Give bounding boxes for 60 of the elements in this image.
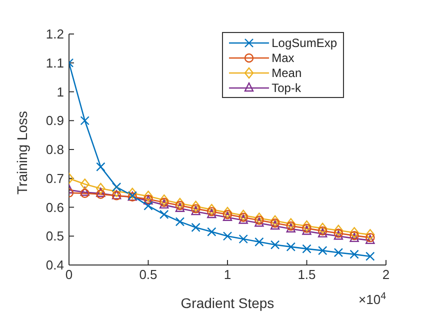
x-tick-label: 0.5 xyxy=(139,267,158,282)
y-tick-label: 1 xyxy=(56,84,64,100)
point xyxy=(80,178,90,190)
point xyxy=(334,224,344,236)
point xyxy=(238,210,248,221)
x-tick-label: 1 xyxy=(224,267,232,282)
point xyxy=(175,217,185,226)
x-axis-title: Gradient Steps xyxy=(180,295,274,311)
y-tick-label: 0.9 xyxy=(46,113,64,128)
point xyxy=(270,240,280,250)
point xyxy=(366,229,375,240)
point xyxy=(350,250,359,259)
legend-label: LogSumExp xyxy=(272,36,337,50)
point xyxy=(302,220,312,232)
point xyxy=(318,222,328,234)
point xyxy=(222,232,232,241)
point xyxy=(96,190,106,199)
x-tick-label: 0 xyxy=(65,267,73,282)
point xyxy=(350,227,359,238)
y-tick-label: 0.7 xyxy=(46,170,64,186)
point xyxy=(80,188,90,198)
legend-label: Mean xyxy=(272,66,302,80)
legend-label: Max xyxy=(272,50,294,64)
y-tick-label: 1.2 xyxy=(46,26,64,42)
y-tick-label: 0.5 xyxy=(46,228,64,244)
y-tick-label: 0.6 xyxy=(46,200,64,215)
point xyxy=(366,252,375,261)
point xyxy=(207,227,216,236)
x-tick-label: 1.5 xyxy=(298,267,316,282)
x-tick-label: 2 xyxy=(382,267,390,282)
point xyxy=(128,188,137,199)
point xyxy=(96,182,106,194)
point xyxy=(318,246,328,256)
legend-label: Top-k xyxy=(272,80,301,94)
point xyxy=(160,210,169,220)
point xyxy=(191,222,200,232)
point xyxy=(144,190,153,202)
point xyxy=(112,186,122,197)
point xyxy=(270,215,280,226)
point xyxy=(207,204,216,216)
point xyxy=(175,198,185,210)
point xyxy=(160,194,169,206)
y-tick-label: 1.1 xyxy=(46,55,64,70)
y-axis-title: Training Loss xyxy=(14,110,30,194)
point xyxy=(254,237,264,246)
point xyxy=(222,206,232,218)
point xyxy=(144,201,153,210)
y-tick-label: 0.8 xyxy=(46,142,64,158)
y-tick-label: 0.4 xyxy=(46,258,64,273)
point xyxy=(334,248,344,258)
point xyxy=(96,162,106,172)
point xyxy=(112,182,122,192)
point xyxy=(302,244,312,254)
point xyxy=(191,200,200,212)
point xyxy=(254,212,264,224)
point xyxy=(238,234,248,244)
point xyxy=(80,116,90,126)
point xyxy=(286,242,296,252)
point xyxy=(286,218,296,230)
text: ×10$^{4}$ xyxy=(358,290,387,307)
